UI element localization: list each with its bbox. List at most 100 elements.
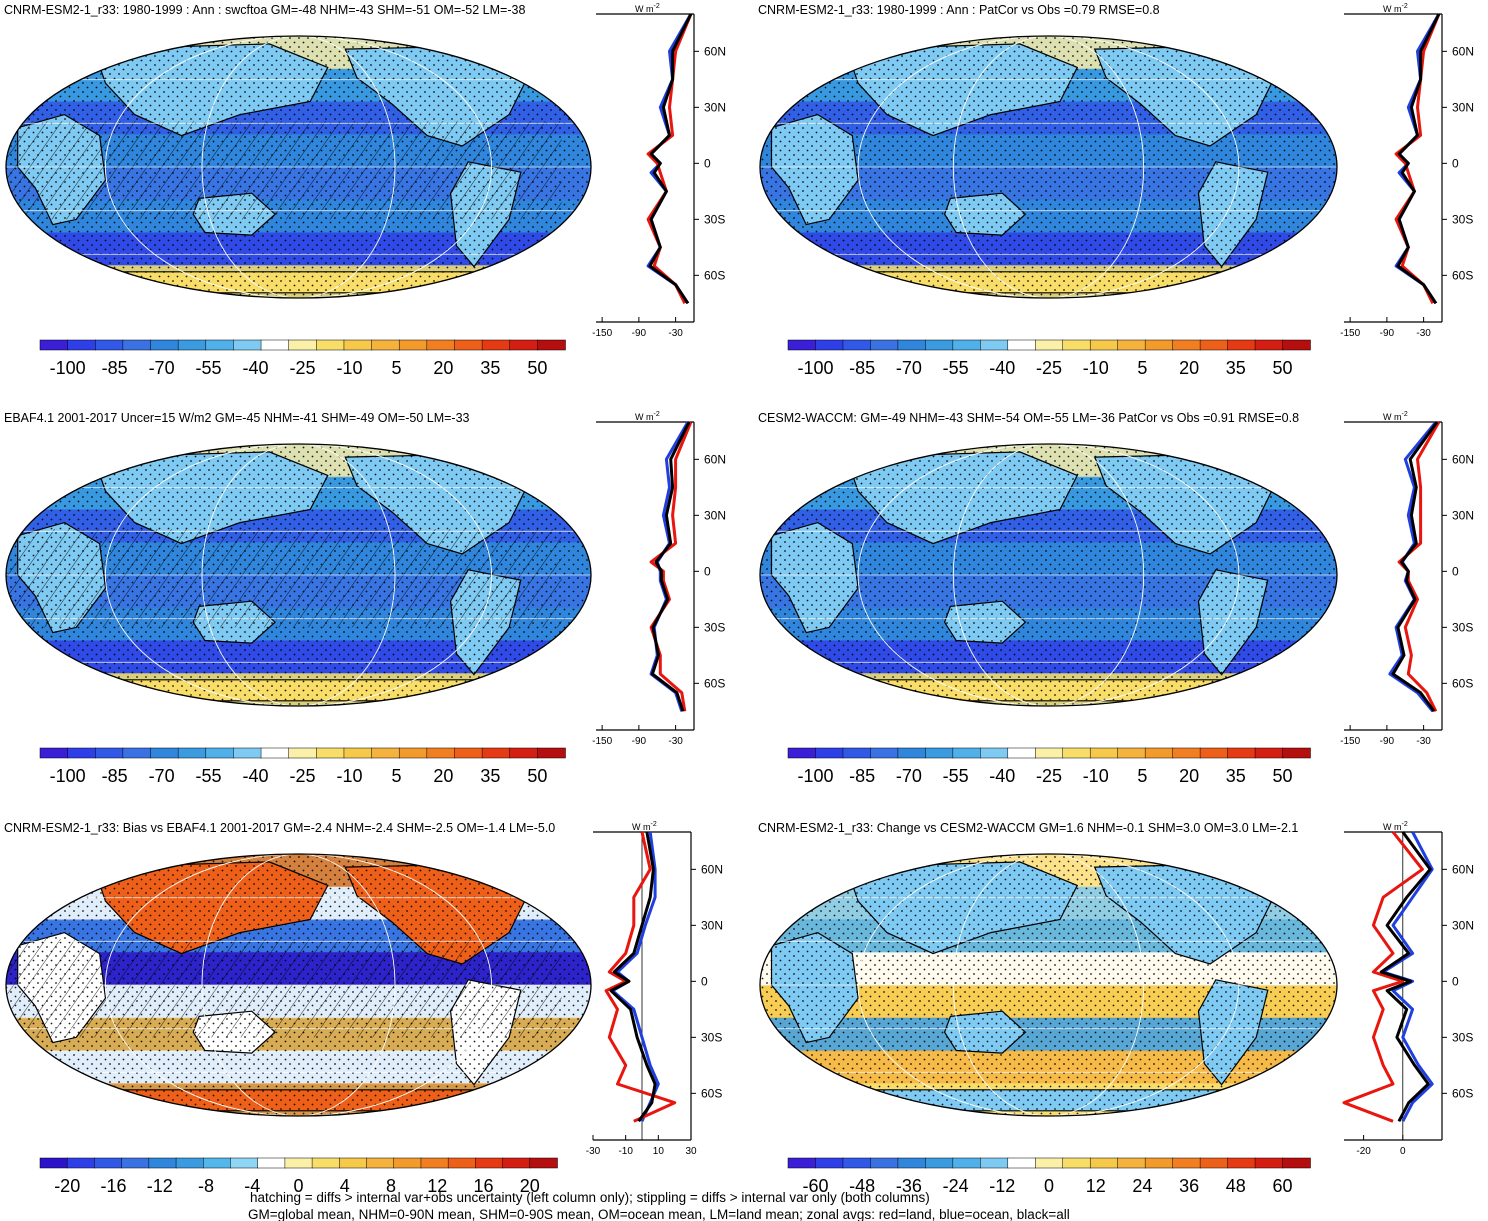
zonal-xtick-label: -20: [1356, 1146, 1371, 1157]
lat-label: 30S: [1452, 620, 1473, 634]
zonal-xtick-label: -90: [632, 736, 647, 747]
colorbar-label: -55: [196, 766, 222, 786]
colorbar-swatch: [447, 1157, 477, 1169]
colorbar-label: -8: [198, 1176, 214, 1196]
colorbar-label: -25: [1036, 766, 1062, 786]
colorbar-label: -12: [989, 1176, 1015, 1196]
zonal-profile: W m-2 60N 30N 0 30S 60S -30 -10 10 30: [586, 821, 723, 1157]
colorbar-swatch: [175, 1157, 205, 1169]
colorbar-swatch: [1172, 339, 1201, 351]
colorbar-swatch: [205, 747, 235, 759]
colorbar-swatch: [502, 1157, 531, 1169]
colorbar-label: -70: [149, 358, 175, 378]
colorbar-swatch: [1254, 1157, 1284, 1169]
colorbar-label: -10: [1083, 358, 1109, 378]
colorbar-label: 24: [1132, 1176, 1152, 1196]
units-label: W m-2: [1383, 3, 1408, 14]
footnote-line1: hatching = diffs > internal var+obs unce…: [250, 1190, 930, 1205]
colorbar-swatch: [815, 1157, 844, 1169]
units-label: W m-2: [1383, 821, 1408, 832]
colorbar-swatch: [1089, 1157, 1119, 1169]
colorbar-swatch: [1144, 339, 1174, 351]
units-label: W m-2: [635, 411, 660, 422]
colorbar-swatch: [95, 339, 124, 351]
lat-label: 60N: [704, 452, 726, 466]
colorbar-swatch: [925, 1157, 954, 1169]
colorbar-swatch: [952, 339, 982, 351]
zonal-xtick-label: -30: [668, 736, 683, 747]
lat-label: 30N: [1452, 918, 1474, 932]
colorbar-swatch: [787, 747, 817, 759]
colorbar-swatch: [897, 1157, 927, 1169]
colorbar: -100 -85 -70 -55 -40 -25 -10 5 20 35 50: [39, 747, 566, 786]
colorbar-swatch: [1117, 1157, 1146, 1169]
colorbar-swatch: [870, 339, 899, 351]
hatching: [6, 939, 562, 1038]
lat-label: 60S: [1452, 676, 1473, 690]
colorbar-swatch: [122, 747, 152, 759]
colorbar-swatch: [122, 339, 152, 351]
lat-label: 0: [1452, 564, 1459, 578]
colorbar-swatch: [952, 1157, 982, 1169]
colorbar-swatch: [815, 339, 844, 351]
colorbar-swatch: [1282, 339, 1311, 351]
colorbar-swatch: [509, 747, 539, 759]
colorbar-swatch: [398, 339, 428, 351]
colorbar-label: 60: [1273, 1176, 1293, 1196]
panel-title: CNRM-ESM2-1_r33: 1980-1999 : Ann : swcft…: [4, 3, 525, 17]
colorbar-swatch: [203, 1157, 232, 1169]
colorbar-swatch: [426, 747, 456, 759]
hatching: [6, 529, 562, 628]
zonal-profile: W m-2 60N 30N 0 30S 60S -150 -90 -30: [1340, 411, 1474, 747]
lat-label: 60S: [704, 268, 725, 282]
colorbar-swatch: [39, 1157, 68, 1169]
colorbar-swatch: [288, 747, 318, 759]
colorbar-label: 5: [1137, 358, 1147, 378]
colorbar-swatch: [148, 1157, 177, 1169]
panel-title: CNRM-ESM2-1_r33: Bias vs EBAF4.1 2001-20…: [4, 821, 555, 835]
colorbar: -100 -85 -70 -55 -40 -25 -10 5 20 35 50: [787, 747, 1311, 786]
lat-label: 30N: [704, 508, 726, 522]
colorbar-label: -70: [896, 766, 922, 786]
panel-5: CNRM-ESM2-1_r33: Bias vs EBAF4.1 2001-20…: [4, 821, 723, 1196]
colorbar-swatch: [316, 747, 345, 759]
lat-label: 30N: [701, 918, 723, 932]
colorbar-label: 5: [391, 358, 401, 378]
colorbar-swatch: [420, 1157, 449, 1169]
units-exponent: -2: [1402, 411, 1408, 418]
colorbar-swatch: [870, 747, 899, 759]
lat-label: 60S: [701, 1086, 722, 1100]
lat-label: 30S: [1452, 1030, 1473, 1044]
colorbar-swatch: [94, 1157, 123, 1169]
units-exponent: -2: [1402, 3, 1408, 10]
colorbar-swatch: [1117, 339, 1146, 351]
colorbar-label: 50: [1273, 358, 1293, 378]
zonal-xtick-label: -30: [586, 1146, 601, 1157]
colorbar-swatch: [1062, 747, 1091, 759]
units-exponent: -2: [654, 411, 660, 418]
colorbar-swatch: [1144, 1157, 1174, 1169]
colorbar-label: 35: [1226, 358, 1246, 378]
lat-label: 30N: [1452, 508, 1474, 522]
lat-label: 60N: [704, 44, 726, 58]
colorbar-label: -10: [336, 358, 362, 378]
colorbar-swatch: [1199, 1157, 1229, 1169]
colorbar-label: 16: [474, 1176, 494, 1196]
colorbar-swatch: [150, 339, 179, 351]
colorbar-label: 4: [340, 1176, 350, 1196]
colorbar-swatch: [230, 1157, 259, 1169]
colorbar-swatch: [787, 1157, 817, 1169]
colorbar-label: -48: [849, 1176, 875, 1196]
colorbar-swatch: [366, 1157, 395, 1169]
colorbar-label: 0: [293, 1176, 303, 1196]
colorbar-label: -85: [102, 766, 128, 786]
colorbar-swatch: [1172, 1157, 1201, 1169]
panel-4: CESM2-WACCM: GM=-49 NHM=-43 SHM=-54 OM=-…: [758, 411, 1474, 786]
map-field: [760, 854, 1337, 1116]
colorbar-label: 0: [1044, 1176, 1054, 1196]
colorbar-swatch: [343, 339, 373, 351]
colorbar-label: -40: [243, 766, 269, 786]
lat-label: 60N: [1452, 452, 1474, 466]
colorbar-swatch: [925, 339, 954, 351]
colorbar-swatch: [393, 1157, 422, 1169]
